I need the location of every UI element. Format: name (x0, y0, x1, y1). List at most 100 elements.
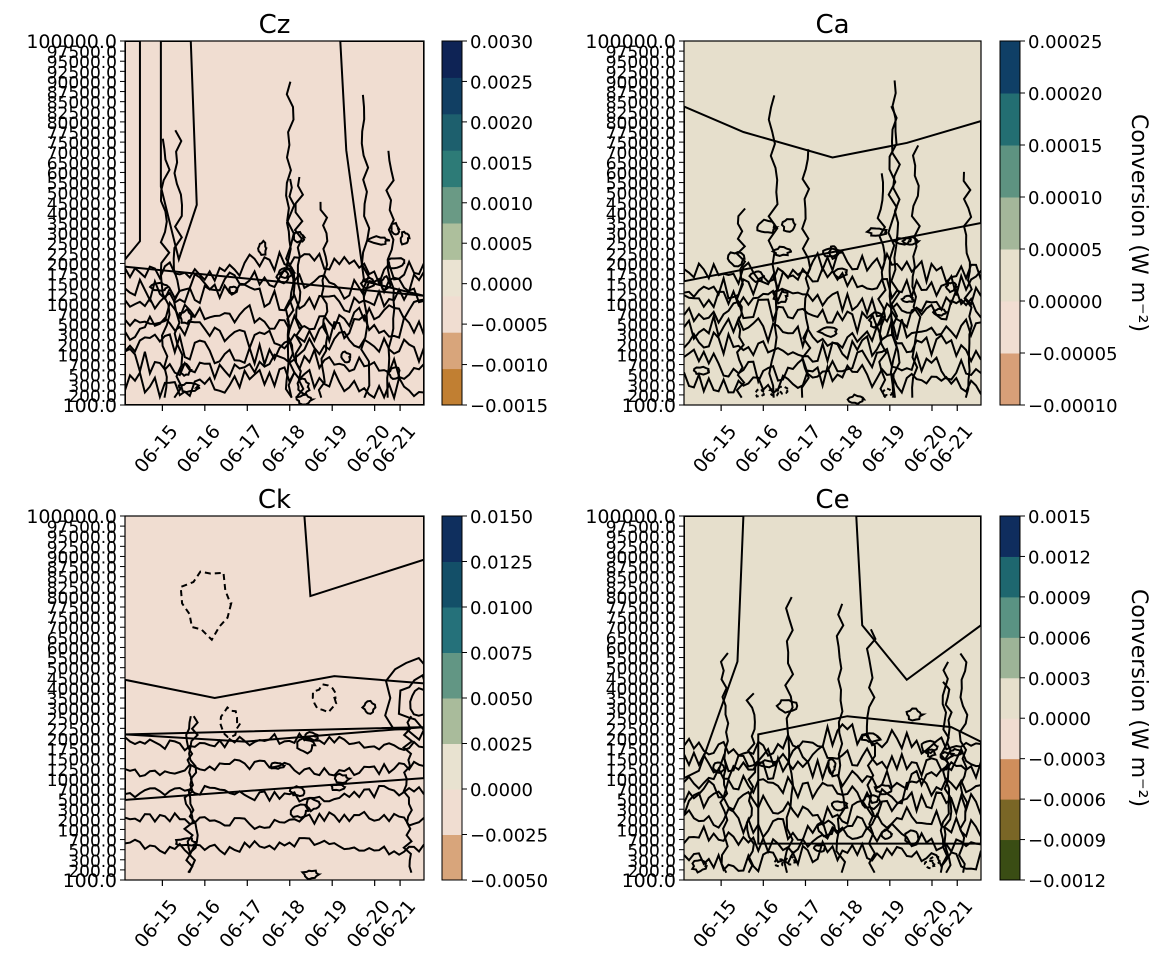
x-tick-label: 06-17 (215, 896, 267, 952)
y-tick-label: 65000.0 (606, 629, 676, 649)
colorbar-segment (1000, 145, 1020, 198)
colorbar-tick-label: 0.0100 (470, 598, 533, 619)
contour-negative-blob (179, 570, 233, 642)
y-tick-label: 100000.0 (585, 31, 676, 53)
colorbar-tick-label: −0.0050 (470, 871, 548, 892)
colorbar-segment (442, 113, 462, 151)
contour-negative-blob (768, 388, 781, 398)
colorbar-segment (442, 561, 462, 608)
panel-cz: Cz06-1506-1606-1706-1806-1906-2006-21100… (26, 10, 548, 477)
contour-line (172, 129, 184, 399)
contour-island (330, 783, 347, 792)
colorbar-tick-label: 0.0015 (1028, 507, 1091, 528)
contour-region (757, 715, 981, 845)
contour-island (712, 761, 728, 775)
colorbar-label: Conversion (W m⁻²) (1126, 114, 1151, 332)
y-tick-label: 87500.0 (47, 84, 117, 104)
colorbar: 0.0150 0.0125 0.0100 0.0075 0.0050 0.0025 0.00… (441, 507, 548, 892)
contour-negative-blob (929, 855, 942, 866)
y-tick-label: 500.0 (627, 842, 676, 862)
contour-island (692, 365, 710, 376)
y-tick-label: 300.0 (627, 377, 676, 397)
y-tick-label: 40000.0 (606, 205, 676, 225)
y-tick-label: 92500.0 (47, 538, 117, 558)
y-tick-label: 35000.0 (606, 215, 676, 235)
y-tick-label: 700.0 (68, 832, 117, 852)
colorbar-segment (442, 834, 462, 881)
colorbar-segment (442, 150, 462, 188)
y-tick-label: 85000.0 (606, 94, 676, 114)
y-tick-label: 1000.0 (617, 346, 676, 366)
y-tick-label: 3000.0 (617, 801, 676, 821)
y-tick-label: 22500.0 (47, 720, 117, 740)
colorbar-segment (442, 77, 462, 115)
y-tick-label: 200.0 (68, 387, 117, 407)
contour-island (770, 245, 793, 257)
contour-field (684, 516, 981, 880)
y-tick-label: 65000.0 (606, 154, 676, 174)
colorbar-segment (1000, 637, 1020, 679)
x-tick-label: 06-16 (173, 421, 225, 477)
colorbar-tick-label: 0.0009 (1028, 588, 1091, 609)
colorbar-tick-label: −0.0005 (470, 315, 548, 336)
colorbar-tick-label: 0.0025 (470, 735, 533, 756)
colorbar-tick-label: 0.0000 (470, 780, 533, 801)
contour-island (931, 307, 949, 317)
y-tick-label: 95000.0 (47, 528, 117, 548)
colorbar-frame (999, 515, 1021, 881)
colorbar-tick-label: 0.0006 (1028, 628, 1091, 649)
contour-line (385, 150, 396, 398)
colorbar-tick-label: 0.00020 (1028, 84, 1102, 105)
colorbar-tick-label: 0.0125 (470, 553, 533, 574)
colorbar-segment (1000, 516, 1020, 557)
colorbar-tick-label: 0.0010 (470, 194, 533, 215)
y-tick-label: 7000.0 (617, 781, 676, 801)
contour-field (684, 41, 981, 405)
contour-positive-blob (384, 656, 424, 742)
y-tick-label: 5000.0 (617, 316, 676, 336)
contour-line (684, 754, 981, 791)
colorbar-segment (1000, 93, 1020, 146)
y-tick-label: 300.0 (627, 852, 676, 872)
colorbar-tick-label: 0.00015 (1028, 136, 1102, 157)
y-tick-label: 55000.0 (47, 175, 117, 195)
contour-line (783, 596, 795, 873)
contour-island (758, 759, 779, 769)
colorbar-segment (442, 295, 462, 333)
y-tick-label: 17500.0 (606, 266, 676, 286)
colorbar-tick-label: −0.00010 (1028, 396, 1118, 417)
y-tick-label: 97500.0 (47, 518, 117, 538)
y-tick-label: 500.0 (627, 367, 676, 387)
colorbar-segment (1000, 839, 1020, 881)
x-tick-label: 06-15 (689, 896, 741, 952)
x-tick-label: 06-15 (689, 421, 741, 477)
contour-island (846, 393, 867, 405)
y-tick-label: 100.0 (63, 395, 117, 417)
contour-line (910, 144, 922, 398)
y-tick-label: 5000.0 (617, 791, 676, 811)
x-tick-label: 06-18 (258, 421, 310, 477)
contour-line (684, 773, 981, 806)
contour-line (684, 347, 981, 385)
y-tick-label: 92500.0 (606, 63, 676, 83)
y-tick-label: 55000.0 (47, 650, 117, 670)
y-tick-label: 87500.0 (606, 559, 676, 579)
x-tick-label: 06-16 (173, 896, 225, 952)
contour-island (827, 758, 837, 776)
colorbar-tick-label: 0.0000 (1028, 709, 1091, 730)
y-tick-label: 95000.0 (606, 53, 676, 73)
colorbar-segment (442, 652, 462, 699)
contour-line (835, 603, 847, 874)
y-tick-label: 45000.0 (47, 670, 117, 690)
contour-island (288, 785, 306, 798)
x-tick-label: 06-16 (731, 421, 783, 477)
y-tick-label: 12500.0 (47, 286, 117, 306)
y-tick-label: 700.0 (627, 357, 676, 377)
y-tick-label: 100.0 (622, 870, 676, 892)
contour-island (390, 221, 401, 236)
panel-title: Ck (258, 485, 291, 515)
y-tick-label: 97500.0 (606, 518, 676, 538)
contour-island (775, 699, 799, 714)
contour-island (867, 311, 884, 329)
contour-line (125, 731, 424, 752)
